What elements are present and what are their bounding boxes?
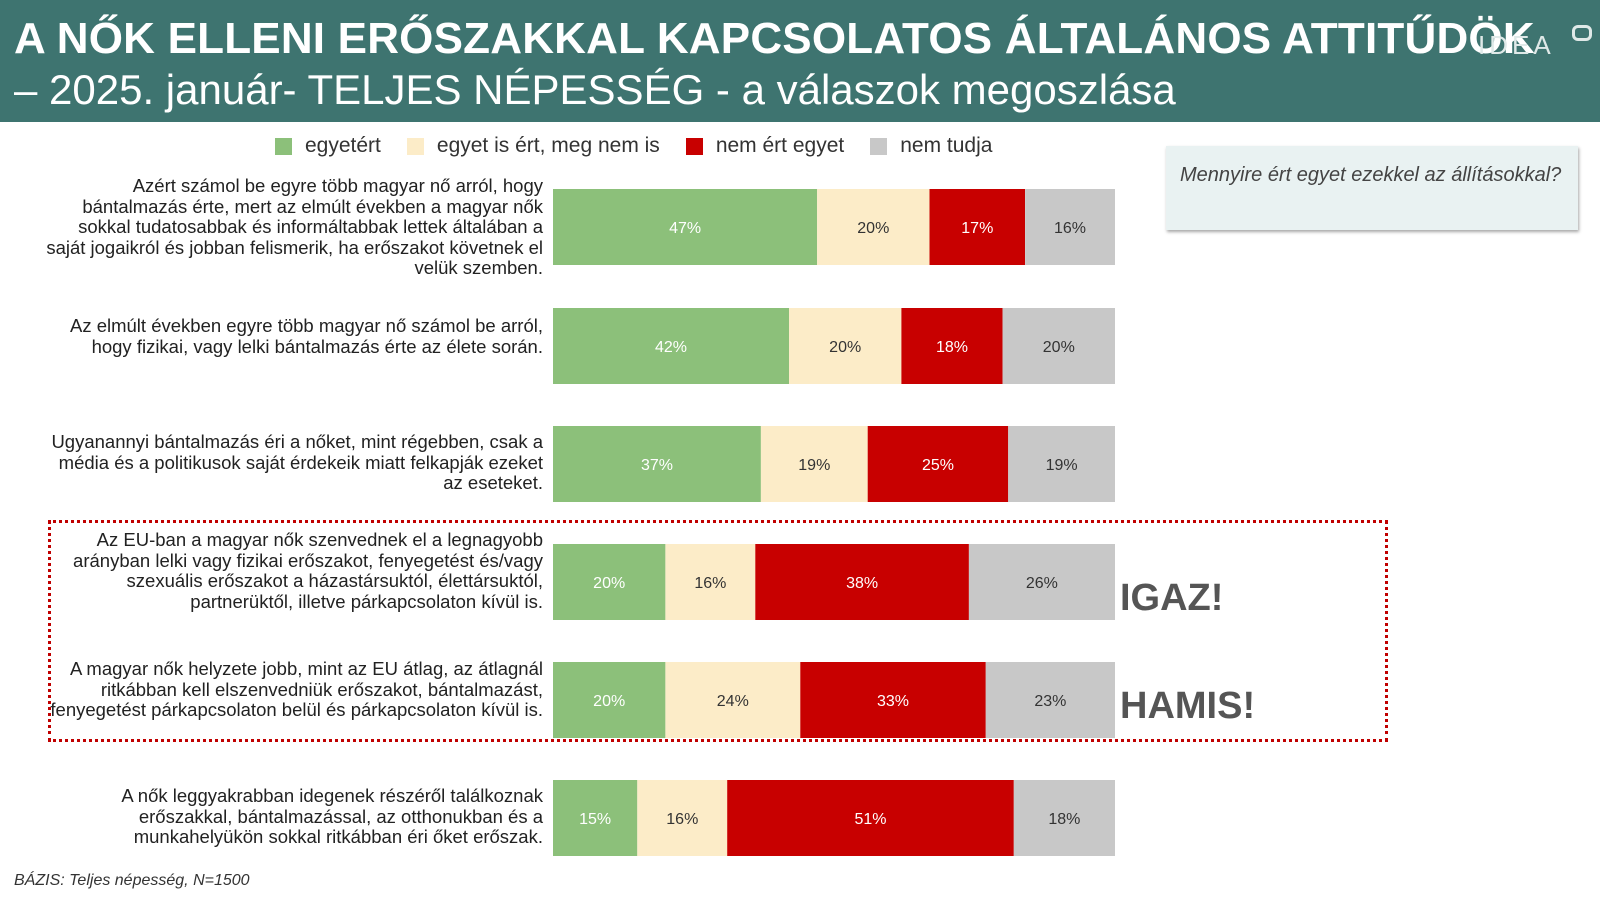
legend-label: nem tudja [900,134,993,157]
data-label: 20% [857,220,889,237]
page-subtitle: – 2025. január- TELJES NÉPESSÉG - a vála… [14,66,1176,113]
statement-label: A magyar nők helyzete jobb, mint az EU á… [50,658,543,720]
data-label: 20% [829,339,861,356]
legend-label: nem ért egyet [715,134,845,157]
data-label: 26% [1026,575,1058,592]
data-label: 20% [1043,339,1075,356]
bar-segment-egyetert [553,189,818,265]
bar-segment-kozepes [665,662,801,738]
legend-swatch [406,137,424,155]
statement-label: Az elmúlt években egyre több magyar nő s… [69,315,543,357]
chart-legend: egyetért egyet is ért, meg nem is nem ér… [275,132,1018,160]
bar-segment-egyetert [553,544,666,620]
bar-segment-kozepes [665,544,756,620]
base-note: BÁZIS: Teljes népesség, N=1500 [14,872,250,889]
idea-logo: IDEA [1478,30,1555,60]
legend-item: nem tudja [870,134,992,158]
data-label: 33% [877,693,909,710]
data-label: 23% [1034,693,1066,710]
data-label: 25% [922,457,954,474]
idea-logo-mark-icon [1572,25,1592,41]
data-label: 18% [1048,811,1080,828]
bar-segment-egyetert [553,308,789,384]
data-label: 16% [694,575,726,592]
bar-segment-nem-ert-egyet [755,544,969,620]
question-text: Mennyire ért egyet ezekkel az állításokk… [1180,164,1562,186]
data-label: 17% [961,220,993,237]
statement-label: Ugyanannyi bántalmazás éri a nőket, mint… [51,431,543,493]
bar-segment-kozepes [760,426,868,502]
statement-label: Az EU-ban a magyar nők szenvednek el a l… [73,529,543,612]
data-label: 38% [846,575,878,592]
legend-item: egyetért [275,134,381,158]
bar-segment-nem-tudja [1002,308,1115,384]
statement-label: Azért számol be egyre több magyar nő arr… [46,175,543,278]
data-label: 47% [669,220,701,237]
bar-segment-nem-ert-egyet [867,426,1009,502]
verdict-igaz: IGAZ! [1120,577,1224,619]
bar-segment-nem-tudja [1008,426,1115,502]
legend-swatch [275,137,292,155]
bar-segment-nem-tudja [968,544,1115,620]
legend-item: nem ért egyet [685,134,845,158]
bar-segment-nem-tudja [985,662,1115,738]
bar-segment-kozepes [817,189,930,265]
bar-segment-kozepes [789,308,902,384]
legend-swatch [870,137,888,155]
data-label: 51% [854,811,886,828]
bar-segment-nem-tudja [1025,189,1115,265]
bar-segment-nem-ert-egyet [929,189,1025,265]
bar-segment-nem-tudja [1013,780,1115,856]
page-title: A NŐK ELLENI ERŐSZAKKAL KAPCSOLATOS ÁLTA… [14,14,1535,63]
verdict-hamis: HAMIS! [1120,685,1256,727]
data-label: 19% [1046,457,1078,474]
data-label: 24% [717,693,749,710]
legend-label: egyetért [305,134,381,157]
bar-segment-kozepes [637,780,728,856]
data-label: 20% [593,575,625,592]
data-label: 42% [655,339,687,356]
bar-segment-egyetert [553,426,761,502]
data-label: 15% [579,811,611,828]
statement-label: A nők leggyakrabban idegenek részéről ta… [121,785,543,847]
question-box: Mennyire ért egyet ezekkel az állításokk… [1166,146,1578,230]
legend-item: egyet is ért, meg nem is [406,134,660,158]
bar-segment-nem-ert-egyet [727,780,1014,856]
highlight-dotted-box [48,520,1388,742]
bar-segment-egyetert [553,780,638,856]
bar-segment-nem-ert-egyet [901,308,1003,384]
bar-segment-egyetert [553,662,666,738]
bar-segment-nem-ert-egyet [800,662,986,738]
data-label: 18% [936,339,968,356]
data-label: 16% [1054,220,1086,237]
header-banner: A NŐK ELLENI ERŐSZAKKAL KAPCSOLATOS ÁLTA… [0,0,1600,122]
legend-swatch [685,137,703,155]
data-label: 19% [798,457,830,474]
data-label: 20% [593,693,625,710]
data-label: 16% [666,811,698,828]
data-label: 37% [641,457,673,474]
legend-label: egyet is ért, meg nem is [436,134,660,157]
